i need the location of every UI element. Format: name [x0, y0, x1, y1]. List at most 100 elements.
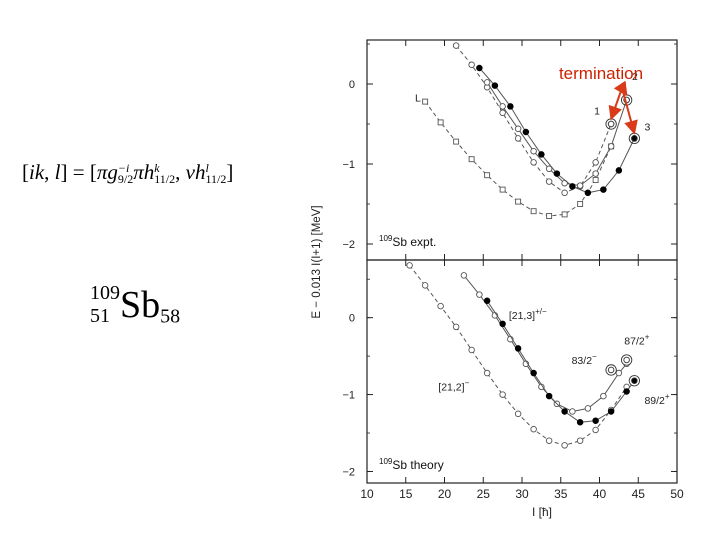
- data-point: [553, 170, 561, 177]
- terminating-state-point: [623, 356, 630, 364]
- series-label: 87/2+: [624, 333, 649, 348]
- formula-sub: 9/2: [117, 172, 134, 187]
- series-label-superscript: +: [665, 392, 670, 401]
- series-label: L: [415, 93, 421, 105]
- data-point: [530, 147, 537, 155]
- data-point: [422, 98, 429, 105]
- formula-sup: −i: [117, 160, 130, 175]
- terminating-state-point: [607, 120, 615, 128]
- series-line: [486, 82, 628, 187]
- data-point: [499, 320, 506, 328]
- atomic-number: 51: [90, 305, 110, 327]
- panel-title-mass-number: 109: [379, 234, 393, 243]
- data-point: [545, 392, 553, 400]
- series-label-superscript: +: [645, 333, 650, 342]
- data-point: [452, 323, 460, 331]
- x-tick-label: 35: [554, 487, 568, 501]
- series-label-superscript: −: [592, 352, 597, 361]
- data-point: [514, 410, 522, 418]
- data-point: [530, 425, 537, 433]
- x-tick-label: 40: [593, 487, 607, 501]
- data-point: [468, 61, 475, 69]
- x-tick-label: 20: [438, 487, 452, 501]
- data-point: [569, 408, 576, 415]
- data-point: [530, 369, 537, 377]
- y-tick-label: 0: [349, 313, 355, 325]
- data-point: [607, 408, 615, 415]
- data-point: [545, 437, 553, 444]
- x-axis-label: I [ħ]: [532, 505, 552, 519]
- panel-title-mass-number: 109: [379, 457, 393, 466]
- panel-title: 109Sb theory: [379, 457, 444, 472]
- terminating-state-point: [631, 135, 638, 142]
- data-point: [545, 178, 553, 185]
- formula-part: ,: [175, 160, 186, 184]
- left-labels: [ik, l] = [πg −i 9/2 πh k 11/2, νh l 11/2] 109 …: [0, 0, 300, 540]
- termination-arrow: [621, 87, 638, 135]
- x-tick-label: 45: [632, 487, 646, 501]
- data-point: [499, 103, 506, 110]
- y-tick-label: −1: [342, 159, 355, 171]
- data-point: [406, 262, 413, 269]
- data-point: [514, 135, 522, 142]
- data-point: [592, 177, 599, 183]
- x-tick-label: 15: [399, 487, 413, 501]
- data-point: [483, 369, 491, 377]
- data-point: [522, 128, 530, 136]
- data-point: [600, 392, 607, 400]
- termination-arrow: [608, 87, 623, 121]
- data-point: [437, 302, 444, 310]
- formula-sup: l: [205, 160, 209, 175]
- formula-part: νh: [185, 160, 206, 184]
- axis-layer: 0−1−20−1−210 15 20 25 30 35 40 45 50I [ħ]E − 0.0…: [311, 40, 684, 519]
- panel-title-text: Sb expt.: [392, 235, 436, 249]
- data-point: [476, 291, 483, 298]
- data-point: [468, 156, 475, 163]
- y-tick-label: −1: [342, 390, 355, 402]
- data-point: [421, 282, 429, 289]
- series-label: [21,2]−: [438, 379, 469, 394]
- formula-part: ,: [44, 160, 55, 184]
- data-point: [499, 186, 506, 193]
- series-label-superscript: −: [465, 379, 470, 388]
- data-point: [623, 388, 630, 395]
- data-point: [460, 272, 468, 279]
- data-point: [561, 408, 568, 415]
- element-symbol: Sb: [120, 284, 161, 326]
- panel-title-text: Sb theory: [392, 458, 443, 472]
- data-point: [615, 369, 623, 377]
- formula-part: [: [22, 160, 29, 184]
- data-point: [483, 79, 491, 86]
- data-point: [569, 183, 576, 190]
- series-layer: [406, 42, 641, 449]
- data-point: [546, 213, 553, 219]
- y-tick-label: 0: [349, 79, 355, 91]
- formula-sub: 11/2: [154, 172, 176, 187]
- data-point: [576, 182, 584, 189]
- formula-part: ] = [: [60, 160, 97, 184]
- data-point: [437, 119, 444, 126]
- data-point: [453, 138, 460, 145]
- data-point: [468, 346, 475, 354]
- data-point: [592, 417, 599, 424]
- y-tick-label: −2: [342, 466, 355, 478]
- data-point: [592, 426, 599, 434]
- series-label: 83/2−: [572, 352, 597, 367]
- formula-part: ]: [226, 160, 234, 184]
- data-point: [592, 170, 599, 177]
- y-tick-label: −2: [342, 239, 355, 251]
- data-point: [607, 143, 615, 150]
- series-label: [21,3]+/−: [509, 307, 547, 322]
- configuration-formula: [ik, l] = [πg −i 9/2 πh k 11/2, νh l 11/2]: [22, 160, 233, 186]
- y-axis-label: E − 0.013 I(I+1) [MeV]: [311, 205, 323, 318]
- data-point: [476, 64, 483, 72]
- series-label-superscript: +/−: [535, 307, 547, 316]
- data-point: [484, 172, 491, 179]
- formula-part: ik: [29, 160, 45, 184]
- data-point: [538, 151, 545, 158]
- annotation-layer: termination: [559, 64, 643, 135]
- data-point: [483, 297, 491, 305]
